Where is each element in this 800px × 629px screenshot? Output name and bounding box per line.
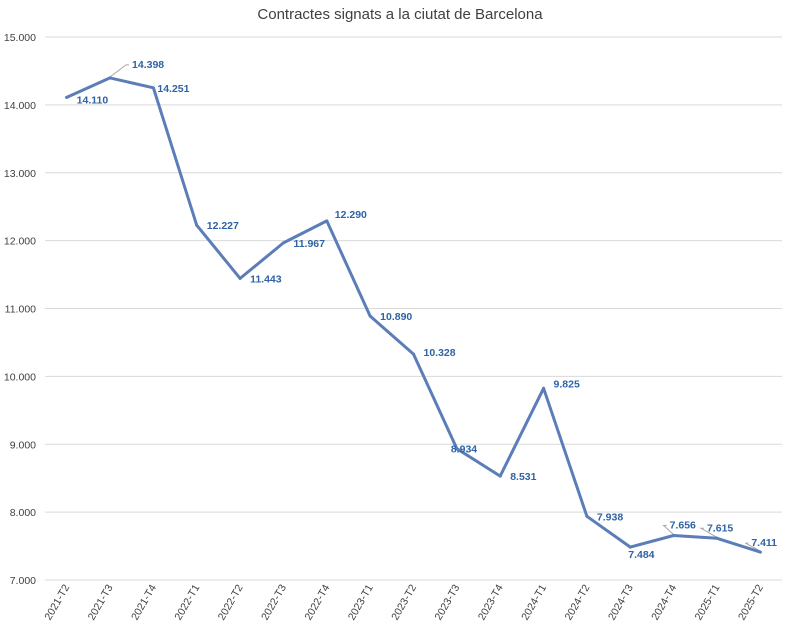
data-label: 9.825 <box>554 378 580 390</box>
x-tick-label: 2023-T2 <box>389 582 419 622</box>
y-tick-label: 11.000 <box>5 304 36 316</box>
data-label: 10.890 <box>380 311 412 323</box>
data-point <box>758 550 762 554</box>
data-point <box>585 514 589 518</box>
x-tick-label: 2024-T2 <box>563 582 593 622</box>
data-label: 14.110 <box>77 94 109 106</box>
x-tick-label: 2024-T4 <box>649 582 679 622</box>
data-label: 11.967 <box>293 238 325 250</box>
x-tick-label: 2022-T4 <box>302 582 332 622</box>
x-tick-label: 2022-T3 <box>259 582 289 622</box>
series-line <box>65 76 762 554</box>
data-point <box>325 219 329 223</box>
data-point <box>498 474 502 478</box>
data-label: 7.656 <box>670 519 696 531</box>
data-point <box>151 86 155 90</box>
x-tick-label: 2025-T2 <box>736 582 766 622</box>
data-label: 11.443 <box>250 273 282 285</box>
x-tick-label: 2021-T4 <box>129 582 159 622</box>
data-point <box>281 241 285 245</box>
label-leader-line <box>745 542 761 552</box>
x-tick-label: 2025-T1 <box>693 582 723 622</box>
data-point <box>195 223 199 227</box>
chart-title: Contractes signats a la ciutat de Barcel… <box>257 6 543 23</box>
data-label: 14.398 <box>132 59 164 71</box>
data-label: 7.411 <box>751 537 777 549</box>
data-point <box>238 276 242 280</box>
data-label: 7.484 <box>628 549 654 561</box>
label-leader-line <box>662 524 674 535</box>
y-tick-label: 13.000 <box>4 168 36 180</box>
label-leader-line <box>699 527 718 538</box>
data-point <box>65 95 69 99</box>
x-tick-label: 2021-T3 <box>86 582 116 622</box>
x-tick-label: 2023-T1 <box>346 582 376 622</box>
data-point <box>628 545 632 549</box>
data-point <box>368 314 372 318</box>
x-tick-label: 2024-T1 <box>519 582 549 622</box>
data-point <box>672 533 676 537</box>
y-tick-label: 9.000 <box>10 439 36 451</box>
data-label: 14.251 <box>157 83 189 95</box>
data-label: 7.938 <box>597 511 623 523</box>
label-leader-line <box>109 64 130 78</box>
data-label: 12.227 <box>207 220 239 232</box>
data-label: 10.328 <box>424 347 456 359</box>
x-tick-label: 2024-T3 <box>606 582 636 622</box>
y-tick-label: 14.000 <box>4 100 36 112</box>
data-point <box>455 447 459 451</box>
y-tick-label: 15.000 <box>4 32 36 44</box>
x-tick-label: 2022-T1 <box>172 582 202 622</box>
data-label: 8.934 <box>451 444 477 456</box>
data-point <box>715 536 719 540</box>
data-label: 7.615 <box>707 522 733 534</box>
y-tick-label: 8.000 <box>10 507 36 519</box>
x-tick-label: 2023-T4 <box>476 582 506 622</box>
data-point <box>412 352 415 356</box>
x-tick-label: 2021-T2 <box>42 582 72 622</box>
x-tick-label: 2023-T3 <box>433 582 463 622</box>
data-point <box>108 76 112 80</box>
data-label: 12.290 <box>335 209 367 221</box>
x-tick-label: 2022-T2 <box>216 582 246 622</box>
y-tick-label: 12.000 <box>4 236 36 248</box>
y-tick-label: 10.000 <box>4 371 36 383</box>
data-label: 8.531 <box>510 471 536 483</box>
y-tick-label: 7.000 <box>10 575 36 587</box>
data-point <box>542 386 546 390</box>
